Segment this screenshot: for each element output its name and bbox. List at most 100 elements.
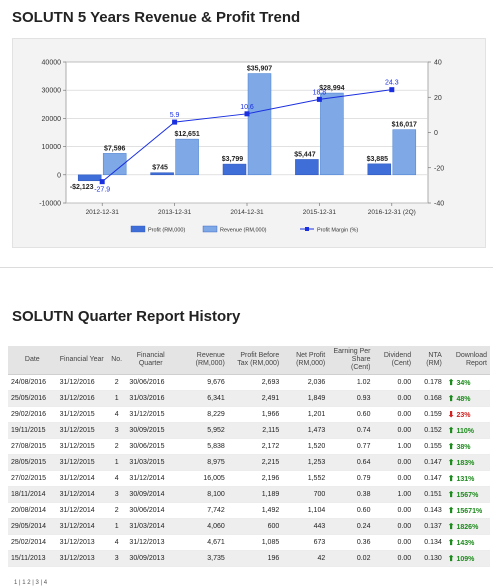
column-header[interactable]: Profit Before Tax (RM,000) bbox=[227, 346, 283, 375]
revenue-bar bbox=[175, 138, 199, 176]
arrow-up-icon: ⬆ bbox=[447, 442, 455, 451]
change-percent: 143% bbox=[456, 540, 475, 547]
table-cell: 3,735 bbox=[175, 550, 228, 567]
table-cell: 2 bbox=[106, 374, 127, 391]
x-tick-label: 2016-12-31 (2Q) bbox=[368, 209, 416, 216]
table-row: 19/11/2015 31/12/2015 3 30/09/2015 5,952 2,11… bbox=[8, 422, 490, 439]
table-cell: 0.00 bbox=[373, 550, 415, 567]
download-report-cell[interactable]: ⬆ 131% bbox=[444, 470, 490, 487]
table-cell: 31/12/2014 bbox=[56, 470, 107, 487]
table-cell: 6,341 bbox=[175, 390, 228, 407]
table-cell: 1,085 bbox=[227, 534, 283, 551]
table-cell: 0.77 bbox=[328, 438, 374, 455]
table-cell: 2 bbox=[106, 438, 127, 455]
pagination[interactable]: 1 | 1 2 | 3 | 4 bbox=[14, 580, 48, 586]
table-cell: 31/03/2016 bbox=[126, 390, 176, 407]
table-cell: 673 bbox=[282, 534, 329, 551]
table-cell: 1 bbox=[106, 454, 127, 471]
table-cell: 0.00 bbox=[373, 518, 415, 535]
table-body: 24/08/2016 31/12/2016 2 30/06/2016 9,676 2,69… bbox=[8, 374, 490, 567]
download-report-cell[interactable]: ⬆ 48% bbox=[444, 390, 490, 407]
table-cell: 25/05/2016 bbox=[8, 390, 57, 407]
arrow-up-icon: ⬆ bbox=[447, 458, 455, 467]
column-header[interactable]: Net Profit (RM,000) bbox=[282, 346, 329, 375]
table-cell: 0.24 bbox=[328, 518, 374, 535]
download-report-cell[interactable]: ⬆ 143% bbox=[444, 534, 490, 551]
download-report-cell[interactable]: ⬇ 23% bbox=[444, 406, 490, 423]
download-report-cell[interactable]: ⬆ 183% bbox=[444, 454, 490, 471]
arrow-up-icon: ⬆ bbox=[447, 538, 455, 547]
download-report-cell[interactable]: ⬆ 1826% bbox=[444, 518, 490, 535]
margin-point bbox=[244, 111, 250, 117]
table-cell: 5,952 bbox=[175, 422, 228, 439]
download-report-cell[interactable]: ⬆ 1567% bbox=[444, 486, 490, 503]
profit-data-label: $3,799 bbox=[222, 156, 244, 163]
table-cell: 1,552 bbox=[282, 470, 329, 487]
table-cell: 31/12/2016 bbox=[56, 374, 107, 391]
table-cell: 1 bbox=[106, 518, 127, 535]
column-header[interactable]: Download Report bbox=[444, 346, 490, 375]
change-percent: 15671% bbox=[456, 508, 483, 515]
column-header[interactable]: No. bbox=[106, 346, 127, 375]
arrow-up-icon: ⬆ bbox=[447, 394, 455, 403]
revenue-profit-chart: -10000 0 10000 20000 30000 40000 -40 -20 0 20 40 20… bbox=[12, 38, 486, 248]
download-report-cell[interactable]: ⬆ 15671% bbox=[444, 502, 490, 519]
profit-bar bbox=[77, 174, 102, 182]
profit-data-label: $745 bbox=[152, 165, 168, 172]
table-row: 20/08/2014 31/12/2014 2 30/06/2014 7,742 1,49… bbox=[8, 502, 490, 519]
change-percent: 38% bbox=[456, 444, 471, 451]
table-cell: 16,005 bbox=[175, 470, 228, 487]
legend-revenue-swatch bbox=[202, 225, 218, 233]
y-right-tick-label: 40 bbox=[434, 60, 442, 67]
y-left-tick-label: 20000 bbox=[42, 116, 62, 123]
arrow-up-icon: ⬆ bbox=[447, 474, 455, 483]
table-cell: 15/11/2013 bbox=[8, 550, 57, 567]
profit-bar bbox=[150, 172, 174, 176]
column-header[interactable]: Earning Per Share (Cent) bbox=[328, 346, 374, 375]
table-cell: 1,966 bbox=[227, 406, 283, 423]
download-report-cell[interactable]: ⬆ 110% bbox=[444, 422, 490, 439]
table-cell: 4,060 bbox=[175, 518, 228, 535]
table-cell: 31/12/2013 bbox=[56, 550, 107, 567]
table-row: 18/11/2014 31/12/2014 3 30/09/2014 8,100 1,18… bbox=[8, 486, 490, 503]
change-percent: 23% bbox=[456, 412, 471, 419]
table-cell: 0.74 bbox=[328, 422, 374, 439]
column-header[interactable]: NTA (RM) bbox=[414, 346, 445, 375]
table-cell: 0.00 bbox=[373, 454, 415, 471]
change-percent: 131% bbox=[456, 476, 475, 483]
table-header-row: Date Financial Year No. Financial Quarter Re… bbox=[8, 346, 490, 375]
arrow-up-icon: ⬆ bbox=[447, 554, 455, 563]
table-cell: 30/06/2014 bbox=[126, 502, 176, 519]
arrow-up-icon: ⬆ bbox=[447, 378, 455, 387]
table-cell: 2,693 bbox=[227, 374, 283, 391]
column-header[interactable]: Financial Year bbox=[56, 346, 107, 375]
column-header[interactable]: Date bbox=[8, 346, 57, 375]
revenue-data-label: $16,017 bbox=[392, 122, 417, 129]
table-cell: 30/09/2013 bbox=[126, 550, 176, 567]
column-header[interactable]: Financial Quarter bbox=[126, 346, 176, 375]
table-cell: 0.93 bbox=[328, 390, 374, 407]
change-percent: 48% bbox=[456, 396, 471, 403]
legend-profit-label: Profit (RM,000) bbox=[148, 228, 185, 234]
download-report-cell[interactable]: ⬆ 38% bbox=[444, 438, 490, 455]
y-left-tick-label: 30000 bbox=[42, 88, 62, 95]
table-cell: 0.147 bbox=[414, 454, 445, 471]
download-report-cell[interactable]: ⬆ 109% bbox=[444, 550, 490, 567]
column-header[interactable]: Dividend (Cent) bbox=[373, 346, 415, 375]
table-cell: 1,201 bbox=[282, 406, 329, 423]
table-cell: 1.00 bbox=[373, 486, 415, 503]
download-report-cell[interactable]: ⬆ 34% bbox=[444, 374, 490, 391]
table-cell: 0.151 bbox=[414, 486, 445, 503]
table-cell: 4,671 bbox=[175, 534, 228, 551]
column-header[interactable]: Revenue (RM,000) bbox=[175, 346, 228, 375]
y-left-tick-label: 0 bbox=[57, 172, 61, 179]
table-cell: 0.02 bbox=[328, 550, 374, 567]
table-row: 29/02/2016 31/12/2015 4 31/12/2015 8,229 1,96… bbox=[8, 406, 490, 423]
table-cell: 0.134 bbox=[414, 534, 445, 551]
table-cell: 1 bbox=[106, 390, 127, 407]
table-cell: 30/09/2015 bbox=[126, 422, 176, 439]
legend-margin-marker bbox=[305, 227, 309, 231]
table-cell: 0.137 bbox=[414, 518, 445, 535]
table-cell: 8,975 bbox=[175, 454, 228, 471]
arrow-down-icon: ⬇ bbox=[447, 410, 455, 419]
